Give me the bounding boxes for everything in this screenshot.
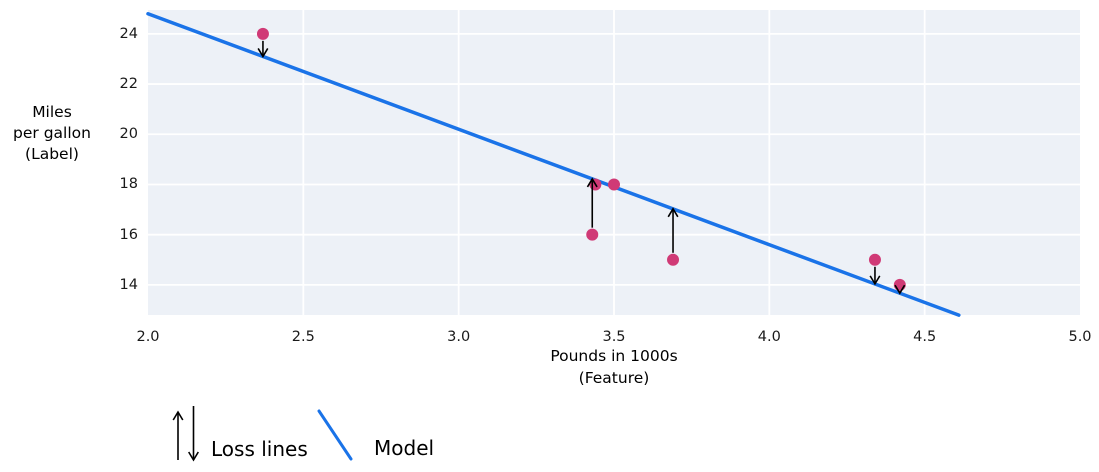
y-tick-label: 24 <box>119 25 138 42</box>
y-tick-label: 20 <box>119 126 138 143</box>
data-point <box>586 228 599 241</box>
x-tick-label: 4.0 <box>757 329 781 345</box>
legend-loss-lines-label: Loss lines <box>211 437 308 461</box>
model-line <box>146 12 961 317</box>
y-tick-label: 16 <box>119 226 138 243</box>
x-tick-label: 2.5 <box>291 329 315 345</box>
y-tick-label: 22 <box>119 76 138 93</box>
y-axis-title-line1: Miles <box>32 103 72 121</box>
x-axis-title-line2: (Feature) <box>578 369 650 387</box>
y-tick-label: 18 <box>119 176 138 193</box>
data-point <box>868 253 881 266</box>
data-point <box>589 178 602 191</box>
x-tick-label: 3.5 <box>602 329 626 345</box>
data-point <box>667 253 680 266</box>
x-axis-title: Pounds in 1000s (Feature) <box>148 345 1080 389</box>
y-axis-title-line3: (Label) <box>25 145 79 163</box>
data-point <box>256 27 269 40</box>
legend-model-label: Model <box>374 436 435 460</box>
legend-model-line-icon <box>317 409 353 461</box>
x-tick-label: 2.0 <box>136 329 160 345</box>
x-tick-label: 3.0 <box>447 329 471 345</box>
y-axis-title-line2: per gallon <box>13 124 91 142</box>
x-tick-label: 5.0 <box>1068 329 1092 345</box>
y-axis-title: Miles per gallon (Label) <box>0 102 104 165</box>
x-tick-label: 4.5 <box>913 329 937 345</box>
y-tick-label: 14 <box>119 276 138 293</box>
data-point <box>608 178 620 191</box>
data-point <box>893 278 906 291</box>
x-axis-title-line1: Pounds in 1000s <box>550 347 678 365</box>
